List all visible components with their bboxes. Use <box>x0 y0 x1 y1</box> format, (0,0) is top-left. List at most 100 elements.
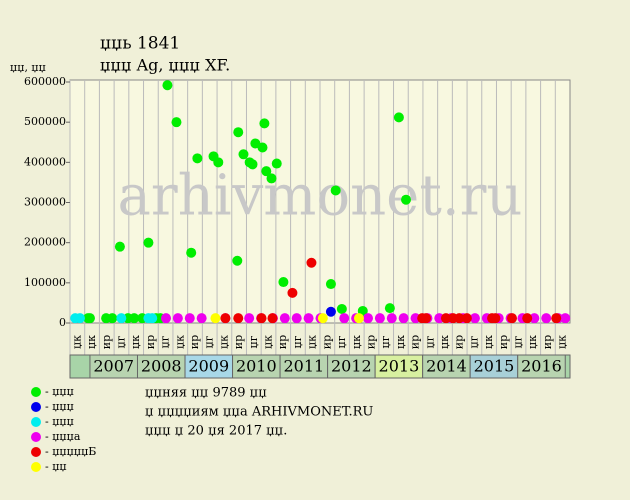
x-sub-label: џк <box>70 335 83 349</box>
point <box>171 117 182 128</box>
x-tick-label: 2010 <box>236 357 277 376</box>
y-tick-label: 500000 <box>24 115 66 128</box>
point <box>507 313 518 324</box>
legend-marker <box>31 447 41 457</box>
point <box>184 313 195 324</box>
x-tick-label: 2007 <box>93 357 134 376</box>
point <box>267 313 278 324</box>
point <box>279 313 290 324</box>
x-sub-label: ир <box>409 335 422 349</box>
y-tick-label: 300000 <box>24 196 66 209</box>
point <box>114 241 125 252</box>
grid: џк џк ир џг џк ир џг џк ир џг џк ир џг џк ир џг џк ир џг џк… <box>24 75 571 379</box>
x-sub-label: џк <box>306 335 319 349</box>
point <box>259 118 270 129</box>
legend-label: - џџџџџБ <box>45 445 96 458</box>
y-axis-label: џџ, џџ <box>10 61 46 74</box>
point <box>440 313 451 324</box>
x-sub-label: ир <box>232 335 245 349</box>
x-tick-label: 2015 <box>474 357 515 376</box>
x-sub-label: ир <box>100 335 113 349</box>
point <box>147 313 158 324</box>
year-box <box>517 354 566 379</box>
marks <box>70 80 571 324</box>
y-tick-label: 0 <box>59 316 66 329</box>
point <box>247 159 258 170</box>
x-sub-label: ир <box>453 335 466 349</box>
note: џџџ џ 20 џя 2017 џџ. <box>145 424 287 439</box>
x-sub-label: ир <box>188 335 201 349</box>
x-sub-label: џг <box>379 335 392 348</box>
point <box>393 112 404 123</box>
x-tick-label: 2008 <box>141 357 182 376</box>
x-tick-label: 2009 <box>188 357 229 376</box>
x-sub-label: ир <box>144 335 157 349</box>
note: џ џџџџиям џџа ARHIVMONET.RU <box>145 405 373 420</box>
chart-title: џџь 1841 <box>100 34 180 54</box>
x-sub-label: џк <box>526 335 539 349</box>
point <box>461 313 472 324</box>
x-tick-label: 2011 <box>283 357 324 376</box>
legend-label: - џџ <box>45 460 67 473</box>
point <box>232 255 243 266</box>
legend-marker <box>31 432 41 442</box>
x-sub-label: џк <box>556 335 569 349</box>
point <box>129 313 140 324</box>
point <box>454 313 465 324</box>
point <box>325 306 336 317</box>
point <box>172 313 183 324</box>
legend-marker <box>31 387 41 397</box>
point <box>84 313 95 324</box>
point <box>192 153 203 164</box>
point <box>233 313 244 324</box>
point <box>74 313 85 324</box>
legend-label: - џџџ <box>45 400 74 413</box>
point <box>238 149 249 160</box>
x-sub-label: џг <box>159 335 172 348</box>
point <box>161 313 172 324</box>
x-tick-label: 2012 <box>331 357 372 376</box>
point <box>186 247 197 258</box>
point <box>398 313 409 324</box>
point <box>522 313 533 324</box>
chart-subtitle: џџџ Ag, џџџ XF. <box>100 56 230 75</box>
point <box>353 313 364 324</box>
x-sub-label: џк <box>129 335 142 349</box>
legend-label: - џџџ <box>45 385 74 398</box>
y-tick-label: 200000 <box>24 236 66 249</box>
point <box>233 127 244 138</box>
point <box>291 313 302 324</box>
x-sub-label: ир <box>320 335 333 349</box>
point <box>303 313 314 324</box>
x-sub-label: ир <box>364 335 377 349</box>
x-sub-label: ир <box>541 335 554 349</box>
x-sub-label: џг <box>467 335 480 348</box>
y-tick-label: 600000 <box>24 75 66 88</box>
point <box>213 157 224 168</box>
point <box>116 313 127 324</box>
x-sub-label: џг <box>247 335 260 348</box>
legend-marker <box>31 417 41 427</box>
x-tick-label: 2014 <box>426 357 467 376</box>
point <box>244 313 255 324</box>
point <box>336 303 347 314</box>
y-tick-label: 100000 <box>24 276 66 289</box>
y-tick-label: 400000 <box>24 155 66 168</box>
x-sub-label: џк <box>217 335 230 349</box>
point <box>560 313 571 324</box>
point <box>257 142 268 153</box>
x-sub-label: џк <box>85 335 98 349</box>
point <box>271 158 282 169</box>
watermark: arhivmonet.ru <box>118 164 523 229</box>
point <box>220 313 231 324</box>
x-sub-label: џк <box>394 335 407 349</box>
point <box>384 303 395 314</box>
point <box>278 277 289 288</box>
x-sub-label: џк <box>438 335 451 349</box>
x-tick-label: 2016 <box>521 357 562 376</box>
legend-label: - џџџа <box>45 430 81 443</box>
point <box>551 313 562 324</box>
x-sub-label: ир <box>276 335 289 349</box>
point <box>386 313 397 324</box>
